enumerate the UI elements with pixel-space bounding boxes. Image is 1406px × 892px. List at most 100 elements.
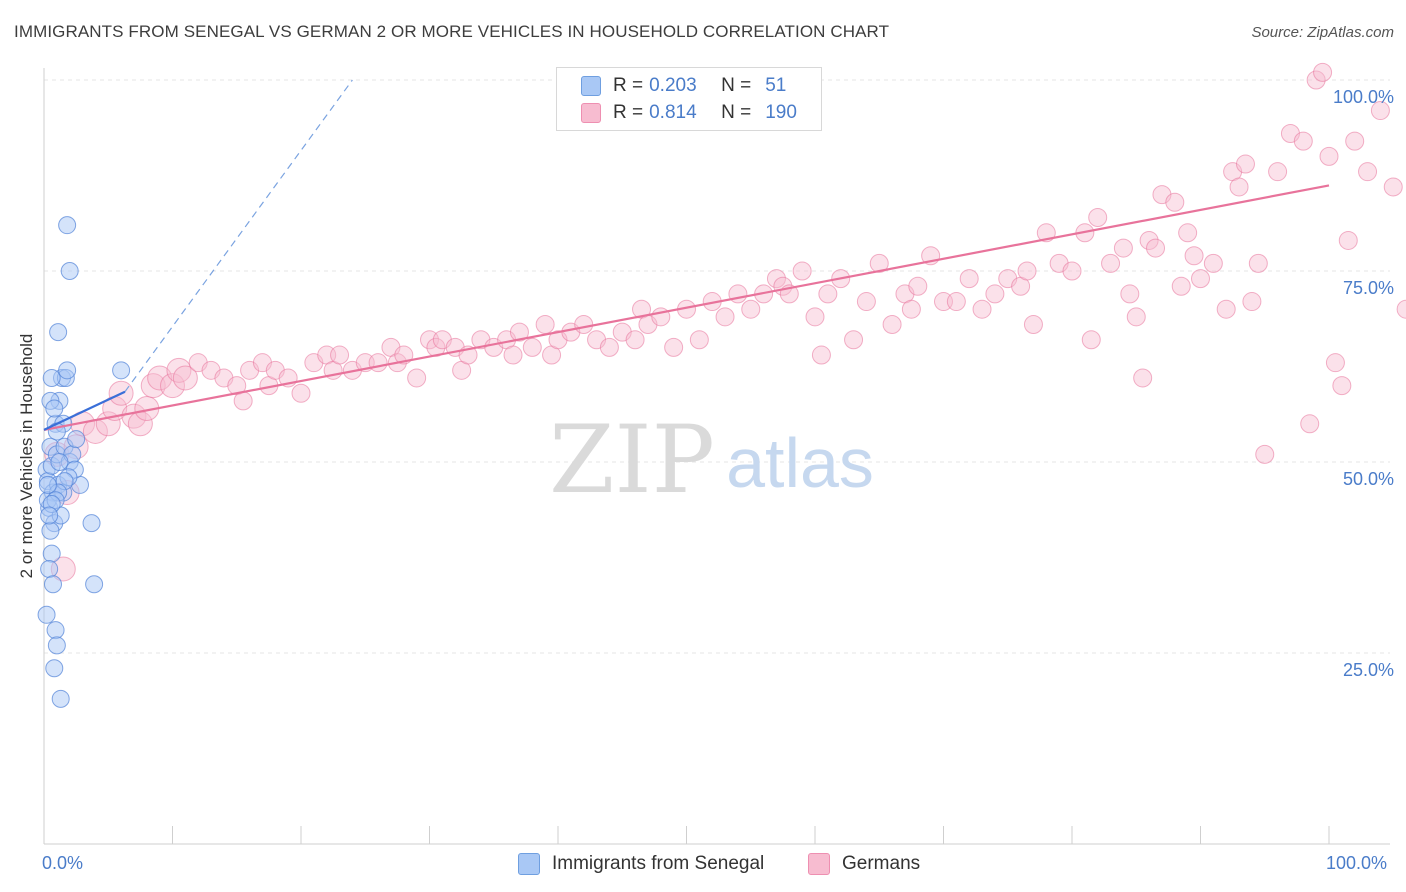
chart-title: IMMIGRANTS FROM SENEGAL VS GERMAN 2 OR M… <box>14 22 890 41</box>
axes <box>43 68 1390 845</box>
german-point <box>1146 238 1166 258</box>
y-tick-label: 50.0% <box>1342 469 1394 489</box>
german-point <box>1101 253 1121 273</box>
german-point <box>1088 208 1108 228</box>
german-point <box>869 253 889 273</box>
senegal-point <box>45 659 64 678</box>
german-point <box>1165 192 1185 212</box>
german-point <box>728 284 748 304</box>
german-point <box>1338 230 1358 250</box>
german-point <box>625 330 645 350</box>
german-point <box>503 345 523 365</box>
legend-r-value: 0.203 <box>649 75 697 96</box>
german-point <box>1306 70 1326 90</box>
german-point <box>805 307 825 327</box>
senegal-trend-line <box>43 390 126 431</box>
german-point <box>1325 353 1345 373</box>
german-point <box>1300 414 1320 434</box>
german-point <box>233 391 253 411</box>
senegal-point <box>45 399 64 418</box>
german-point <box>1139 230 1159 250</box>
senegal-points <box>37 216 131 708</box>
german-point <box>1358 162 1378 182</box>
grid-lines <box>44 79 1390 654</box>
german-point <box>330 345 350 365</box>
german-point <box>1191 269 1210 289</box>
senegal-point <box>42 544 61 563</box>
german-point <box>856 292 876 312</box>
legend-label-german: Germans <box>842 853 921 874</box>
german-point <box>1235 154 1255 174</box>
german-point <box>574 314 594 334</box>
senegal-point <box>58 216 77 235</box>
watermark: ZIP atlas <box>549 406 874 515</box>
german-point <box>1178 223 1198 243</box>
german-point <box>1370 101 1390 121</box>
german-point <box>882 314 902 334</box>
german-point <box>1126 307 1146 327</box>
senegal-trend-extension <box>124 79 353 393</box>
german-point <box>1184 246 1204 266</box>
german-point <box>844 330 864 350</box>
y-tick-label: 25.0% <box>1342 660 1394 680</box>
legend-swatch-german <box>808 853 830 875</box>
german-point <box>291 383 311 403</box>
x-tick-label: 0.0% <box>42 853 84 873</box>
legend-n-label: N = <box>721 102 752 123</box>
senegal-point <box>41 521 60 540</box>
german-point <box>1203 253 1223 273</box>
german-point <box>160 373 185 399</box>
german-point <box>522 337 542 357</box>
legend-r-value: 0.814 <box>649 102 697 123</box>
german-point <box>715 307 735 327</box>
y-tick-label: 100.0% <box>1332 87 1394 107</box>
german-point <box>664 337 684 357</box>
legend-item-german: Germans <box>808 852 920 876</box>
senegal-point <box>58 361 77 380</box>
senegal-point <box>37 605 56 624</box>
german-points <box>44 62 1406 582</box>
senegal-point <box>47 636 66 655</box>
german-point <box>985 284 1005 304</box>
german-point <box>1120 284 1140 304</box>
german-point <box>1242 292 1262 312</box>
german-point <box>901 299 921 319</box>
legend-label-senegal: Immigrants from Senegal <box>552 853 765 874</box>
german-point <box>1113 238 1133 258</box>
senegal-point <box>40 559 59 578</box>
german-point <box>1293 131 1313 151</box>
german-point <box>1332 376 1352 396</box>
senegal-point <box>43 575 62 594</box>
senegal-point <box>50 453 69 471</box>
legend-row-senegal: R = 0.203 N = 51 <box>581 74 786 98</box>
german-point <box>1171 276 1191 296</box>
german-point <box>689 330 709 350</box>
german-point <box>1345 131 1365 151</box>
german-point <box>972 299 992 319</box>
legend-row-german: R = 0.814 N = 190 <box>581 101 797 125</box>
senegal-point <box>42 368 61 387</box>
german-point <box>792 261 812 281</box>
german-point <box>811 345 831 365</box>
german-point <box>1319 146 1339 166</box>
german-point <box>959 269 979 289</box>
german-trend-line <box>43 184 1330 431</box>
german-point <box>1023 314 1043 334</box>
german-point <box>147 365 173 391</box>
senegal-point <box>60 262 79 280</box>
german-point <box>766 269 786 289</box>
german-point <box>1383 177 1403 197</box>
senegal-point <box>49 323 68 342</box>
german-point <box>140 373 166 399</box>
german-point <box>818 284 838 304</box>
y-tick-label: 75.0% <box>1342 278 1394 298</box>
german-point <box>1255 444 1275 464</box>
german-point <box>908 276 928 296</box>
german-point <box>1081 330 1101 350</box>
german-point <box>172 365 198 391</box>
legend-r-label: R = <box>613 75 644 96</box>
german-point <box>741 299 761 319</box>
senegal-point <box>46 621 65 640</box>
legend-item-senegal: Immigrants from Senegal <box>518 852 764 876</box>
